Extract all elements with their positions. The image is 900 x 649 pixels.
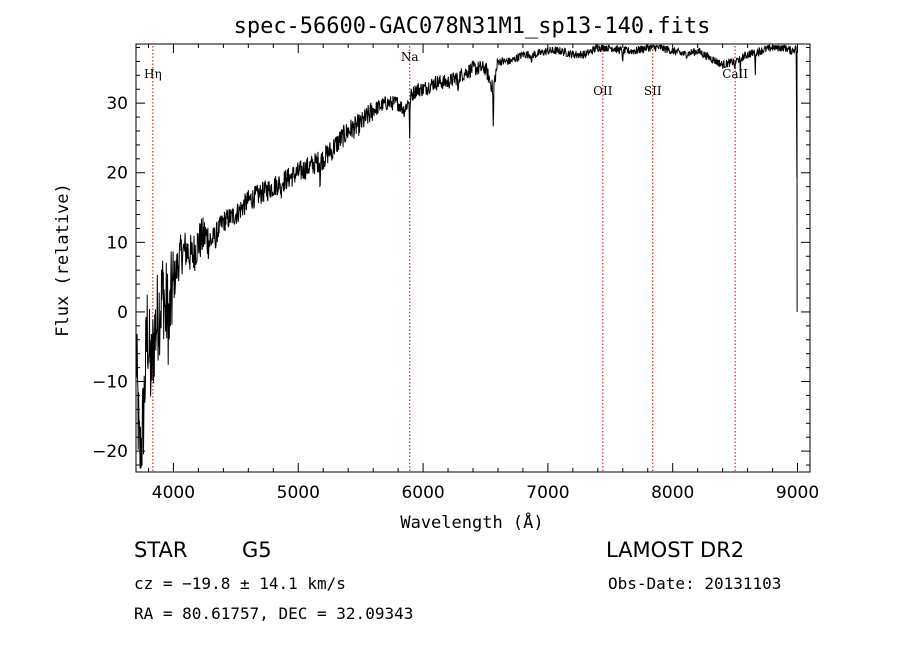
plot-frame	[135, 43, 811, 473]
spectrum-line	[135, 43, 798, 469]
y-tick-label: 30	[106, 94, 128, 114]
x-tick-label: 7000	[526, 483, 569, 503]
x-axis-label: Wavelength (Å)	[400, 511, 543, 533]
spectral-line-label: Na	[401, 50, 419, 64]
object-class: STAR	[134, 538, 188, 562]
x-tick-label: 8000	[651, 483, 694, 503]
y-axis-label: Flux (relative)	[53, 183, 73, 337]
x-tick-label: 4000	[152, 483, 195, 503]
obs-date-text: Obs-Date: 20131103	[608, 574, 782, 593]
y-axis-ticks: −20 −10 0 10 20 30	[92, 46, 810, 466]
spectral-line-markers: Hη Na OII SII CaII	[144, 46, 748, 472]
x-axis-ticks: 4000 5000 6000 7000 8000 9000	[147, 44, 819, 503]
x-tick-label: 9000	[776, 483, 819, 503]
x-tick-label: 6000	[401, 483, 444, 503]
y-tick-label: 20	[106, 164, 128, 184]
coordinates-text: RA = 80.61757, DEC = 32.09343	[134, 604, 414, 623]
y-tick-label: −10	[92, 373, 128, 393]
redshift-text: cz = −19.8 ± 14.1 km/s	[134, 574, 346, 593]
object-subclass: G5	[242, 538, 272, 562]
y-tick-label: 0	[117, 303, 128, 323]
chart-title: spec-56600-GAC078N31M1_sp13-140.fits	[234, 14, 711, 39]
spectral-line-label: Hη	[144, 67, 162, 81]
spectral-line-label: OII	[593, 84, 613, 98]
y-tick-label: 10	[106, 233, 128, 253]
spectral-line-label: SII	[644, 84, 662, 98]
y-tick-label: −20	[92, 442, 128, 462]
survey-name: LAMOST DR2	[606, 538, 745, 562]
spectral-line-label: CaII	[722, 67, 748, 81]
x-tick-label: 5000	[277, 483, 320, 503]
